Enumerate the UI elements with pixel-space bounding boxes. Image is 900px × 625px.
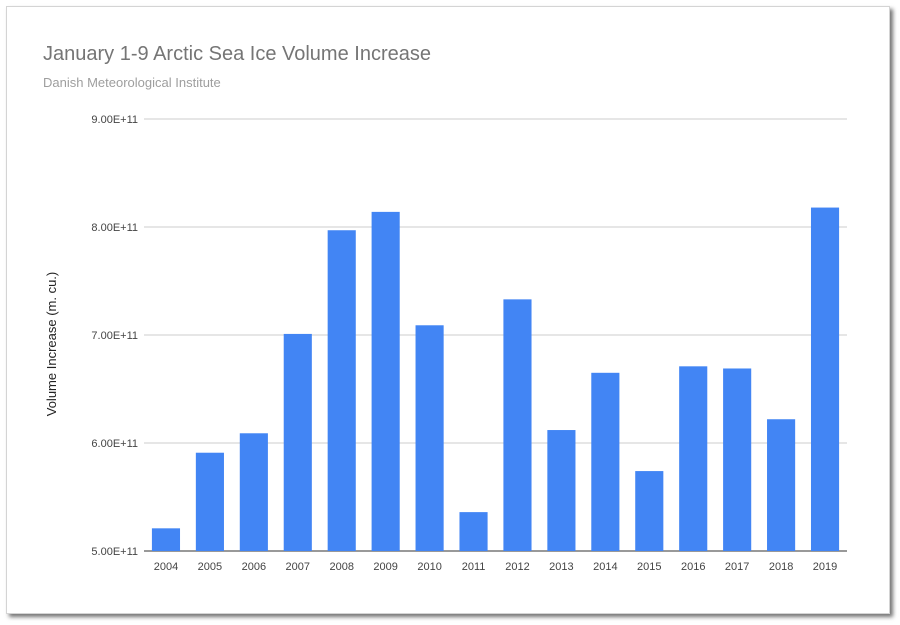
y-tick-label: 5.00E+11	[91, 546, 138, 558]
y-tick-label: 9.00E+11	[91, 114, 138, 126]
x-axis-ticks: 2004 2005 2006 2007 2008 2009 2010 2011 2012 2013…	[154, 561, 838, 573]
y-axis-label: Volume Increase (m. cu.)	[44, 272, 59, 417]
bar-2009	[371, 211, 400, 551]
y-tick-label: 7.00E+11	[91, 330, 138, 342]
bar-2007	[283, 333, 312, 551]
bar-2004	[151, 528, 181, 551]
x-tick-label: 2006	[242, 561, 266, 573]
bar-2010	[415, 325, 444, 551]
x-tick-label: 2015	[637, 561, 661, 573]
x-tick-label: 2018	[769, 561, 793, 573]
x-tick-label: 2007	[286, 561, 310, 573]
chart-title: January 1-9 Arctic Sea Ice Volume Increa…	[43, 43, 431, 65]
y-axis-ticks: 5.00E+11 6.00E+11 7.00E+11 8.00E+11 9.00E+11	[91, 114, 138, 558]
bar-2011	[459, 512, 488, 551]
bar-2006	[239, 433, 268, 551]
bar-2013	[547, 430, 576, 551]
x-tick-label: 2012	[505, 561, 529, 573]
bar-2019	[810, 207, 840, 551]
x-tick-label: 2005	[198, 561, 222, 573]
chart-subtitle: Danish Meteorological Institute	[43, 75, 221, 90]
y-tick-label: 8.00E+11	[91, 222, 138, 234]
bar-2014	[591, 372, 620, 551]
x-tick-label: 2008	[329, 561, 353, 573]
bar-2018	[767, 419, 796, 551]
x-tick-label: 2010	[417, 561, 441, 573]
x-tick-label: 2016	[681, 561, 705, 573]
bar-2008	[327, 230, 356, 552]
chart-card: January 1-9 Arctic Sea Ice Volume Increa…	[6, 6, 890, 614]
x-tick-label: 2004	[154, 561, 178, 573]
bar-2017	[723, 368, 752, 551]
y-tick-label: 6.00E+11	[91, 438, 138, 450]
x-tick-label: 2013	[549, 561, 573, 573]
bar-2005	[195, 452, 224, 551]
bar-2016	[679, 366, 708, 551]
x-tick-label: 2009	[373, 561, 397, 573]
bar-chart: 5.00E+11 6.00E+11 7.00E+11 8.00E+11 9.00E+11…	[44, 114, 847, 573]
bar-2015	[635, 471, 664, 551]
x-tick-label: 2017	[725, 561, 749, 573]
x-tick-label: 2019	[813, 561, 837, 573]
x-tick-label: 2011	[462, 561, 486, 573]
x-tick-label: 2014	[593, 561, 617, 573]
bars	[151, 207, 840, 552]
bar-2012	[503, 299, 532, 551]
